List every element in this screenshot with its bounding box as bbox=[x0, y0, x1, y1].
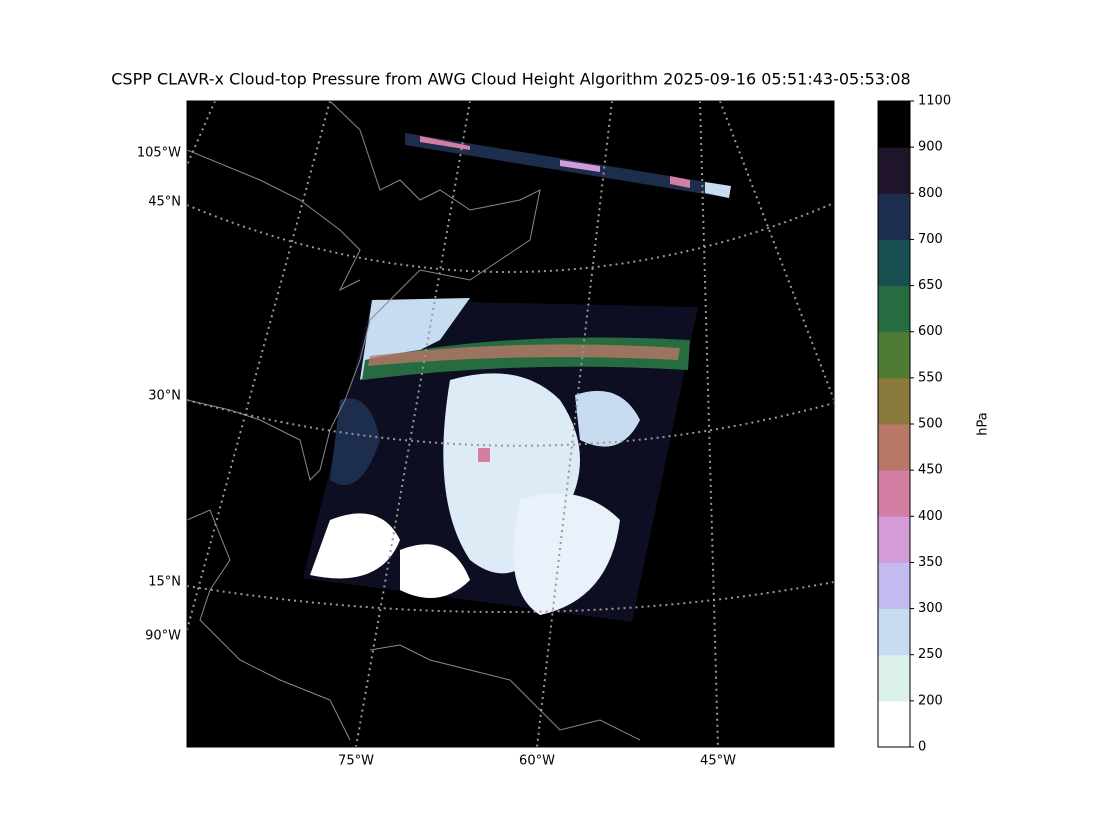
colorbar-tick-label: 0 bbox=[918, 740, 926, 755]
colorbar-tick-label: 550 bbox=[918, 370, 943, 385]
cloud bbox=[575, 390, 640, 447]
colorbar-segment bbox=[878, 516, 910, 563]
meridian bbox=[187, 101, 331, 631]
cloud bbox=[513, 493, 620, 615]
colorbar-tick-label: 650 bbox=[918, 278, 943, 293]
parallel bbox=[187, 399, 834, 447]
map-frame bbox=[186, 100, 835, 748]
cloud bbox=[420, 136, 470, 150]
lat-lon-label: 90°W bbox=[145, 629, 181, 644]
map-title: CSPP CLAVR-x Cloud-top Pressure from AWG… bbox=[111, 70, 910, 89]
coastline bbox=[187, 509, 351, 741]
colorbar: 0 200 250 300 350 400 450 500 550 600 650 700 800 900… bbox=[877, 94, 991, 755]
lon-label: 60°W bbox=[519, 754, 555, 769]
colorbar-tick-label: 1100 bbox=[918, 94, 951, 109]
coastline bbox=[187, 149, 361, 292]
colorbar-tick-label: 200 bbox=[918, 693, 943, 708]
cloud bbox=[310, 513, 400, 579]
colorbar-tick-label: 250 bbox=[918, 647, 943, 662]
lat-lon-label: 45°N bbox=[148, 195, 181, 210]
cloud bbox=[478, 448, 490, 462]
colorbar-segment bbox=[878, 654, 910, 702]
colorbar-tick-label: 900 bbox=[918, 140, 943, 155]
colorbar-tick-label: 350 bbox=[918, 555, 943, 570]
colorbar-segment bbox=[878, 147, 910, 194]
meridian bbox=[355, 101, 471, 747]
colorbar-segment bbox=[878, 470, 910, 517]
cloud bbox=[670, 176, 690, 188]
colorbar-segment bbox=[878, 285, 910, 333]
colorbar-segment bbox=[878, 424, 910, 471]
coastline bbox=[187, 101, 541, 481]
cloud bbox=[330, 398, 380, 485]
lon-label: 45°W bbox=[700, 754, 736, 769]
map-labels: 105°W 45°N 30°N 15°N 90°W 75°W 60°W 45°W bbox=[137, 146, 736, 769]
colorbar-tick-label: 400 bbox=[918, 509, 943, 524]
colorbar-tick-label: 300 bbox=[918, 601, 943, 616]
colorbar-label: hPa bbox=[976, 412, 991, 435]
lat-lon-label: 30°N bbox=[148, 389, 181, 404]
colorbar-segment bbox=[878, 608, 910, 656]
colorbar-segment bbox=[878, 700, 910, 748]
lat-lon-label: 105°W bbox=[137, 146, 181, 161]
colorbar-tick-label: 600 bbox=[918, 324, 943, 339]
colorbar-tick-label: 450 bbox=[918, 463, 943, 478]
colorbar-tick-label: 700 bbox=[918, 232, 943, 247]
parallel bbox=[187, 202, 834, 273]
colorbar-tick-label: 500 bbox=[918, 417, 943, 432]
colorbar-segment bbox=[878, 562, 910, 610]
cloud bbox=[400, 544, 470, 598]
cloud bbox=[705, 182, 731, 198]
coastline bbox=[369, 644, 641, 741]
colorbar-segment bbox=[878, 239, 910, 287]
meridian bbox=[536, 101, 613, 747]
colorbar-segment bbox=[878, 101, 910, 148]
colorbar-segment bbox=[878, 331, 910, 379]
colorbar-segment bbox=[878, 377, 910, 425]
map-area bbox=[187, 101, 834, 747]
lon-label: 75°W bbox=[338, 754, 374, 769]
cloud bbox=[560, 160, 600, 172]
colorbar-tick-label: 800 bbox=[918, 186, 943, 201]
lat-lon-label: 15°N bbox=[148, 575, 181, 590]
cloud bbox=[368, 344, 680, 366]
colorbar-segment bbox=[878, 193, 910, 240]
